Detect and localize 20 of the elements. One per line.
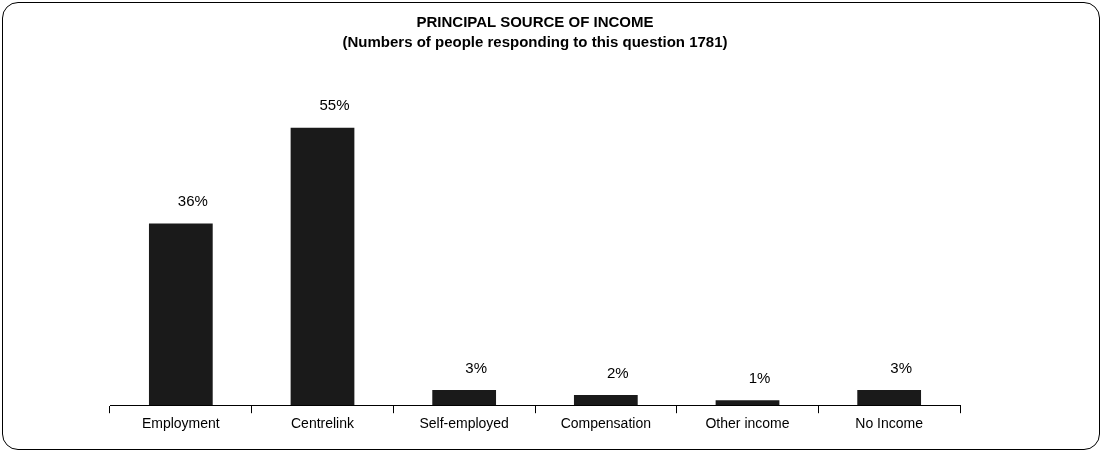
x-tick-label: Self-employed xyxy=(419,415,509,432)
data-label: 1% xyxy=(748,368,771,386)
data-label: 3% xyxy=(890,358,913,376)
bar xyxy=(715,400,780,406)
bar xyxy=(290,127,355,406)
bar xyxy=(148,223,213,406)
x-tick-label: No Income xyxy=(855,415,924,432)
x-tick-label: Compensation xyxy=(560,415,651,432)
x-tick-label: Other income xyxy=(705,415,790,432)
x-tick-label: Centrelink xyxy=(290,415,356,432)
data-label: 55% xyxy=(319,96,350,114)
chart-subtitle: (Numbers of people responding to this question 1781) xyxy=(342,33,728,51)
data-label: 36% xyxy=(177,192,208,210)
data-label: 2% xyxy=(606,363,629,381)
data-label: 3% xyxy=(465,358,488,376)
bar xyxy=(432,390,497,406)
bar xyxy=(573,395,638,406)
chart-title: PRINCIPAL SOURCE OF INCOME xyxy=(416,13,654,31)
x-tick-label: Employment xyxy=(141,415,220,432)
bar xyxy=(857,390,922,406)
